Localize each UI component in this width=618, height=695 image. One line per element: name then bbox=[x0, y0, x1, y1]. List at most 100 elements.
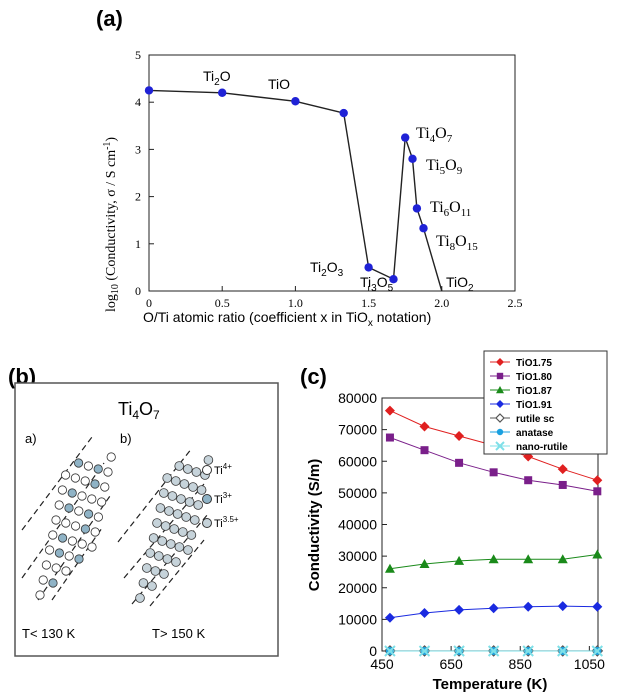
lattice-atom bbox=[57, 485, 68, 495]
annotation-ti8o15: Ti8O15 bbox=[436, 233, 478, 253]
chart-a-point bbox=[364, 263, 373, 272]
lattice-atom bbox=[191, 467, 202, 477]
chart-c-legend-box bbox=[483, 350, 608, 455]
annotation-ti3o5: Ti3O5 bbox=[360, 274, 394, 294]
lattice-atom bbox=[145, 548, 156, 558]
annotation-ti5o9: Ti5O9 bbox=[426, 157, 463, 177]
chart-a-y-label: log10 (Conductivity, σ / S cm-1) bbox=[102, 137, 121, 312]
annotation-ti4o7: Ti4O7 bbox=[416, 125, 453, 145]
chart-c-point bbox=[592, 475, 603, 486]
chart-a-x-tick-label: 2.0 bbox=[434, 296, 449, 310]
chart-c-legend-label: TiO1.87 bbox=[516, 386, 552, 397]
chart-c-point bbox=[454, 555, 465, 565]
chart-a-point bbox=[412, 204, 422, 213]
chart-a-x-tick-label: 1.5 bbox=[361, 296, 376, 310]
lattice-atom bbox=[51, 563, 61, 573]
subpanel-label-b: b) bbox=[120, 431, 132, 446]
chart-c-point bbox=[557, 554, 568, 564]
annotation-ti6o11: Ti6O11 bbox=[430, 199, 471, 219]
chart-c-point bbox=[384, 645, 396, 657]
chart-c-point bbox=[385, 433, 394, 442]
lattice-atom bbox=[167, 491, 178, 501]
chart-c-point bbox=[454, 604, 465, 615]
chart-c-point bbox=[488, 603, 499, 614]
chart-a-point bbox=[291, 97, 300, 106]
chart-c-point bbox=[384, 612, 395, 623]
chart-a-point bbox=[218, 88, 227, 97]
chart-a-y-tick-label: 4 bbox=[135, 95, 141, 109]
chart-c-point bbox=[488, 554, 499, 564]
lattice-atom bbox=[35, 590, 45, 600]
chart-a-series-line bbox=[148, 89, 443, 292]
chart-a-x-tick-label: 1.0 bbox=[288, 296, 303, 310]
lattice-atom bbox=[196, 485, 207, 495]
chart-c-point bbox=[487, 645, 500, 657]
chart-c-x-tick-label: 650 bbox=[439, 656, 463, 672]
chart-c-legend-label: TiO1.91 bbox=[516, 400, 552, 411]
lattice-atom bbox=[179, 479, 190, 489]
chart-c-x-tick-label: 850 bbox=[509, 656, 533, 672]
chart-c-x-label: Temperature (K) bbox=[433, 676, 548, 693]
lattice-atom bbox=[60, 470, 71, 480]
chart-c-point bbox=[592, 549, 603, 559]
chart-a-y-tick-label: 2 bbox=[135, 190, 141, 204]
lattice-atom bbox=[135, 593, 145, 603]
chart-c-x-tick-label: 450 bbox=[370, 656, 394, 672]
lattice-atom bbox=[93, 464, 103, 474]
chart-c-point bbox=[419, 559, 430, 569]
chart-c-x-axis: 450 650 850 1050 bbox=[370, 646, 605, 672]
chart-c-series bbox=[384, 405, 604, 657]
chart-c-point bbox=[523, 601, 534, 612]
chart-c-legend-marker bbox=[496, 372, 504, 380]
chart-c-legend-marker bbox=[496, 400, 504, 408]
chart-a-point bbox=[144, 86, 154, 95]
lattice-atom bbox=[166, 539, 176, 549]
chart-c-y-tick-label: 10000 bbox=[338, 611, 377, 627]
lattice-atom bbox=[159, 569, 169, 579]
lattice-atom bbox=[41, 560, 52, 570]
chart-c-point bbox=[558, 480, 567, 489]
chart-c-point bbox=[593, 487, 602, 496]
lattice-atom bbox=[174, 461, 185, 471]
chart-a-y-axis: 0 1 2 3 4 5 bbox=[135, 48, 154, 298]
lattice-atom bbox=[174, 542, 185, 552]
lattice-atom bbox=[188, 482, 198, 492]
lattice-drawing bbox=[21, 436, 214, 607]
chart-c-point bbox=[455, 458, 464, 467]
lattice-atom bbox=[61, 518, 71, 528]
lattice-atom bbox=[54, 500, 64, 510]
chart-c-point bbox=[522, 645, 534, 657]
legend-ti4-marker bbox=[202, 465, 212, 475]
chart-a-plot-frame bbox=[148, 54, 516, 292]
lattice-atom bbox=[171, 557, 181, 567]
chart-a-point bbox=[339, 108, 348, 118]
subpanel-label-a: a) bbox=[25, 431, 37, 446]
lattice-atom bbox=[138, 578, 149, 588]
chart-c-point bbox=[453, 645, 465, 657]
chart-c-y-label: Conductivity (S/m) bbox=[306, 459, 323, 592]
lattice-atom bbox=[77, 539, 87, 549]
chart-c-y-tick-label: 20000 bbox=[338, 580, 377, 596]
lattice-atom bbox=[172, 509, 183, 519]
chart-a-y-tick-label: 3 bbox=[135, 142, 141, 156]
chart-c-legend-label: TiO1.75 bbox=[516, 358, 552, 369]
lattice-atom bbox=[183, 545, 193, 555]
chart-c-legend-label: nano-rutile bbox=[516, 442, 568, 453]
lattice-atom bbox=[90, 527, 100, 537]
lattice-boundary bbox=[51, 527, 103, 601]
lattice-atom bbox=[84, 509, 94, 519]
lattice-atom bbox=[74, 506, 84, 516]
annotation-tio: TiO bbox=[268, 76, 290, 92]
lattice-atom bbox=[74, 554, 84, 564]
lattice-atom bbox=[184, 497, 195, 507]
lattice-atom bbox=[38, 575, 48, 585]
annotation-ti2o3: Ti2O3 bbox=[310, 259, 344, 279]
lattice-atom bbox=[203, 455, 214, 465]
lattice-atom bbox=[44, 545, 55, 555]
chart-c-point bbox=[418, 645, 431, 657]
lattice-atom bbox=[83, 461, 94, 471]
lattice-atom bbox=[169, 524, 180, 534]
chart-a-x-tick-label: 0.5 bbox=[215, 296, 230, 310]
chart-c-y-axis: 0 10000 20000 30000 40000 50000 60000 70000 8000… bbox=[338, 390, 387, 659]
lattice-atom bbox=[106, 452, 116, 462]
